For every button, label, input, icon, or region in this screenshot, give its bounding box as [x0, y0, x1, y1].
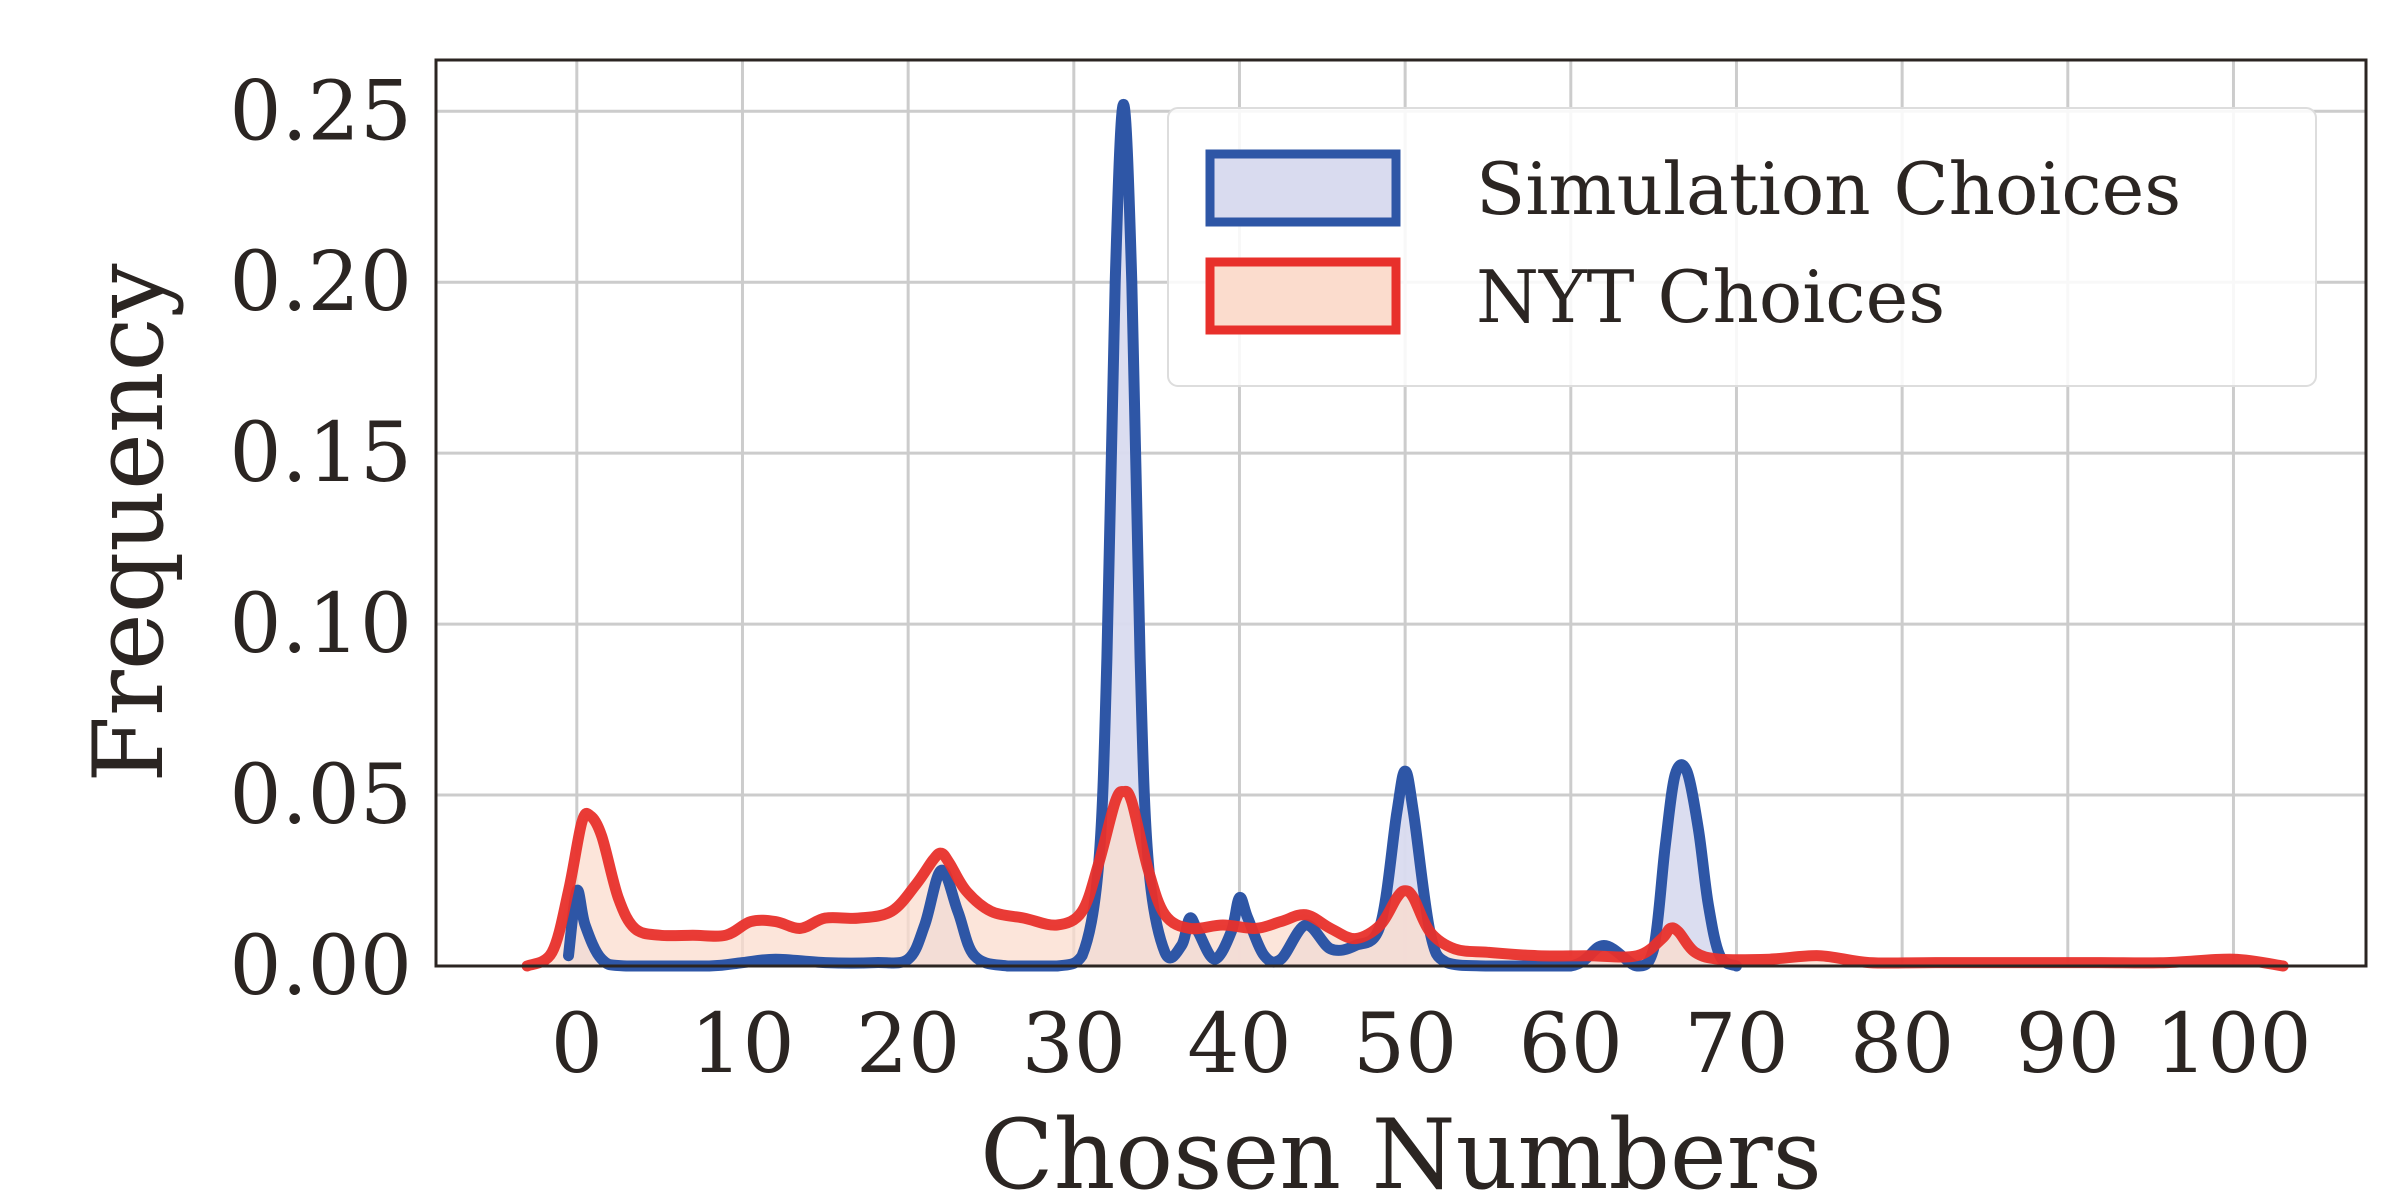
x-tick-label: 60 — [1519, 997, 1623, 1092]
x-tick-label: 20 — [856, 997, 960, 1092]
series-line-nyt — [521, 785, 2289, 972]
x-tick-label: 100 — [2155, 997, 2312, 1092]
y-tick-label: 0.25 — [229, 64, 412, 159]
legend-box — [1167, 107, 2317, 387]
y-axis-ticks: 0.00 0.05 0.10 0.15 0.20 0.25 — [229, 64, 412, 1014]
y-tick-label: 0.20 — [229, 235, 412, 330]
y-tick-label: 0.10 — [229, 577, 412, 672]
y-tick-label: 0.15 — [229, 406, 412, 501]
y-axis-label: Frequency — [73, 263, 185, 782]
x-tick-label: 30 — [1022, 997, 1126, 1092]
legend-swatch-nyt — [1205, 257, 1401, 335]
y-tick-label: 0.00 — [229, 919, 412, 1014]
x-axis-label: Chosen Numbers — [980, 1099, 1822, 1200]
x-axis-ticks: 0 10 20 30 40 50 60 70 80 90 100 — [551, 997, 2312, 1092]
plot-frame — [434, 58, 2368, 968]
x-tick-label: 90 — [2016, 997, 2120, 1092]
x-tick-label: 10 — [690, 997, 794, 1092]
x-tick-label: 0 — [551, 997, 603, 1092]
legend-swatch-simulation — [1205, 149, 1401, 227]
y-tick-label: 0.05 — [229, 748, 412, 843]
legend-label-nyt: NYT Choices — [1476, 255, 1945, 339]
legend-label-simulation: Simulation Choices — [1476, 147, 2181, 231]
legend: Simulation Choices NYT Choices — [1167, 107, 2317, 387]
x-tick-label: 50 — [1353, 997, 1457, 1092]
x-tick-label: 70 — [1684, 997, 1788, 1092]
x-tick-label: 40 — [1187, 997, 1291, 1092]
x-tick-label: 80 — [1850, 997, 1954, 1092]
